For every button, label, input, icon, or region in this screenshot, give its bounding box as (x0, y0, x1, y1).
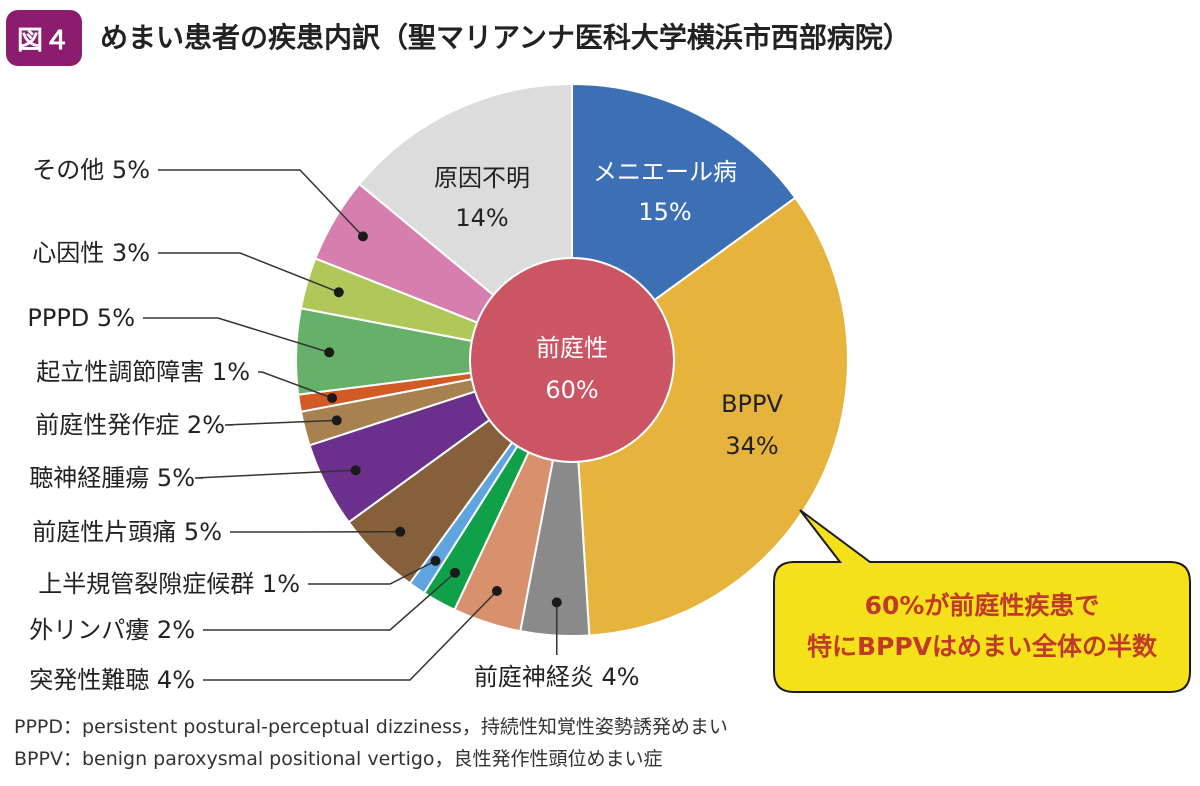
slice-label-12: 心因性 3% (32, 239, 150, 267)
slice-label-bppv: BPPV (721, 390, 783, 418)
slice-label-3: 前庭神経炎 4% (474, 663, 640, 691)
leader-dot-5 (449, 567, 460, 578)
footnote-pppd: PPPD：persistent postural-perceptual dizz… (14, 716, 728, 738)
leader-line-11 (143, 317, 330, 354)
leader-dot-6 (430, 555, 441, 566)
slice-label-13: その他 5% (32, 156, 150, 184)
slice-label-11: PPPD 5% (27, 304, 135, 332)
chart-title: めまい患者の疾患内訳（聖マリアンナ医科大学横浜市西部病院） (100, 21, 911, 54)
slice-value-unknown: 14% (455, 204, 508, 232)
slice-value-meniere: 15% (638, 198, 691, 226)
inner-value-label: 60% (545, 376, 598, 404)
leader-dot-13 (357, 231, 368, 242)
leader-line-10 (258, 371, 333, 399)
pie-slice-2 (570, 196, 849, 637)
leader-dot-8 (350, 465, 361, 476)
leader-line-8 (194, 469, 356, 479)
slice-label-10: 起立性調節障害 1% (36, 358, 250, 386)
slice-label-8: 聴神経腫瘍 5% (29, 464, 195, 492)
slice-label-9: 前庭性発作症 2% (35, 411, 225, 439)
leader-line-12 (158, 252, 340, 293)
leaders-group (143, 169, 562, 681)
leader-line-9 (224, 419, 337, 426)
leader-line-13 (158, 169, 364, 237)
callout-line1: 60%が前庭性疾患で (865, 591, 1100, 620)
leader-dot-9 (331, 415, 342, 426)
leader-dot-7 (395, 526, 406, 537)
labels-group: 前庭性 60% メニエール病 15% BPPV 34% 原因不明 14% その他 5% 心因性 3… (27, 156, 783, 694)
slice-label-7: 前庭性片頭痛 5% (32, 518, 222, 546)
callout-group: 60%が前庭性疾患で 特にBPPVはめまい全体の半数 (773, 509, 1191, 693)
slice-value-bppv: 34% (725, 432, 778, 460)
leader-dot-11 (324, 347, 335, 358)
slice-label-5: 外リンパ瘻 2% (29, 616, 195, 644)
leader-line-4 (203, 590, 498, 681)
callout-line2: 特にBPPVはめまい全体の半数 (807, 632, 1158, 661)
leader-dot-3 (551, 597, 562, 608)
leader-line-5 (203, 572, 456, 631)
inner-label: 前庭性 (536, 334, 608, 362)
slice-label-unknown: 原因不明 (434, 164, 530, 192)
footnote-bppv: BPPV：benign paroxysmal positional vertig… (14, 748, 663, 770)
inner-vestibular-circle (469, 257, 675, 463)
slice-label-meniere: メニエール病 (593, 158, 737, 186)
slice-label-4: 突発性難聴 4% (29, 666, 195, 694)
leader-dot-4 (491, 585, 502, 596)
leader-dot-10 (327, 392, 338, 403)
figure-badge: 図４ (6, 10, 82, 66)
callout-shape (773, 509, 1191, 693)
leader-dot-12 (333, 287, 344, 298)
leader-line-6 (308, 560, 436, 585)
slice-label-6: 上半規管裂隙症候群 1% (38, 570, 300, 598)
slices-group (295, 82, 849, 637)
